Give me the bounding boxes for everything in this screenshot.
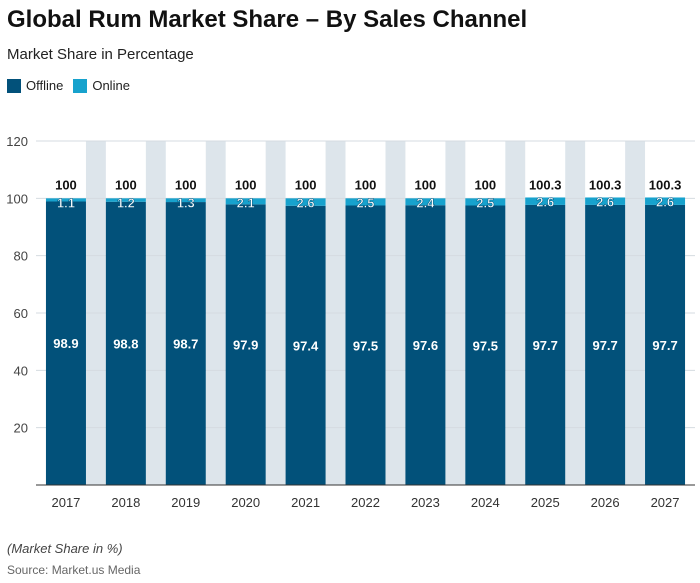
legend-item-online: Online — [73, 78, 130, 93]
chart-note: (Market Share in %) — [7, 541, 123, 556]
x-tick-label: 2024 — [471, 495, 500, 510]
data-label: 2.5 — [356, 195, 374, 210]
data-label: 97.7 — [533, 338, 558, 353]
data-label: 97.7 — [592, 338, 617, 353]
bar-offline — [585, 204, 626, 485]
bar-offline — [345, 205, 386, 485]
chart-subtitle: Market Share in Percentage — [7, 46, 194, 63]
data-label: 98.9 — [53, 336, 78, 351]
bar-online — [645, 197, 686, 205]
bar-online — [345, 198, 386, 206]
y-tick-label: 40 — [14, 363, 28, 378]
legend: Offline Online — [7, 78, 130, 93]
data-label: 2.5 — [476, 195, 494, 210]
chart-source: Source: Market.us Media — [7, 563, 141, 577]
data-label: 97.6 — [413, 338, 438, 353]
bar-offline — [525, 204, 566, 485]
data-label: 2.1 — [237, 195, 255, 210]
x-tick-label: 2022 — [351, 495, 380, 510]
bar-offline — [465, 205, 506, 485]
x-tick-label: 2025 — [531, 495, 560, 510]
total-label: 100 — [55, 177, 77, 192]
y-tick-label: 120 — [6, 134, 28, 149]
bar-online — [165, 198, 206, 203]
data-label: 97.9 — [233, 338, 258, 353]
data-label: 2.4 — [416, 195, 435, 210]
data-label: 97.7 — [652, 338, 677, 353]
x-tick-label: 2027 — [651, 495, 680, 510]
data-label: 2.6 — [536, 194, 554, 209]
legend-label: Online — [92, 78, 130, 93]
bar-online — [225, 198, 266, 205]
x-tick-label: 2018 — [111, 495, 140, 510]
total-label: 100 — [415, 177, 437, 192]
legend-item-offline: Offline — [7, 78, 63, 93]
bar-online — [405, 198, 446, 206]
bar-online — [285, 198, 326, 206]
chart-title: Global Rum Market Share – By Sales Chann… — [7, 6, 528, 33]
y-tick-label: 20 — [14, 421, 28, 436]
y-tick-label: 60 — [14, 306, 28, 321]
x-tick-label: 2020 — [231, 495, 260, 510]
data-label: 98.8 — [113, 336, 138, 351]
x-tick-label: 2026 — [591, 495, 620, 510]
bar-offline — [165, 202, 206, 485]
data-label: 1.1 — [57, 195, 75, 210]
total-label: 100 — [474, 177, 496, 192]
data-label: 1.2 — [117, 195, 135, 210]
bar-online — [465, 198, 506, 206]
total-label: 100.3 — [529, 177, 562, 192]
data-label: 2.6 — [596, 194, 614, 209]
data-label: 97.4 — [293, 338, 319, 353]
bar-online — [45, 198, 86, 202]
bar-offline — [285, 205, 326, 485]
bar-offline — [645, 204, 686, 485]
data-label: 98.7 — [173, 337, 198, 352]
y-tick-label: 80 — [14, 249, 28, 264]
data-label: 2.6 — [297, 195, 315, 210]
data-label: 2.6 — [656, 194, 674, 209]
legend-swatch-online — [73, 78, 88, 93]
legend-swatch-offline — [7, 78, 21, 93]
y-tick-label: 100 — [6, 191, 28, 206]
bar-online — [525, 197, 566, 205]
bar-offline — [45, 201, 86, 485]
x-tick-label: 2023 — [411, 495, 440, 510]
bar-offline — [225, 204, 266, 485]
x-tick-label: 2019 — [171, 495, 200, 510]
x-tick-label: 2017 — [51, 495, 80, 510]
total-label: 100 — [115, 177, 137, 192]
total-label: 100 — [295, 177, 317, 192]
bar-online — [105, 198, 146, 202]
bar-online — [585, 197, 626, 205]
total-label: 100 — [355, 177, 377, 192]
data-label: 1.3 — [177, 195, 195, 210]
total-label: 100 — [235, 177, 257, 192]
data-label: 97.5 — [353, 338, 378, 353]
total-label: 100 — [175, 177, 197, 192]
x-tick-label: 2021 — [291, 495, 320, 510]
legend-label: Offline — [26, 78, 64, 93]
data-label: 97.5 — [473, 338, 498, 353]
total-label: 100.3 — [589, 177, 622, 192]
bar-offline — [105, 201, 146, 486]
total-label: 100.3 — [649, 177, 682, 192]
bar-offline — [405, 205, 446, 486]
